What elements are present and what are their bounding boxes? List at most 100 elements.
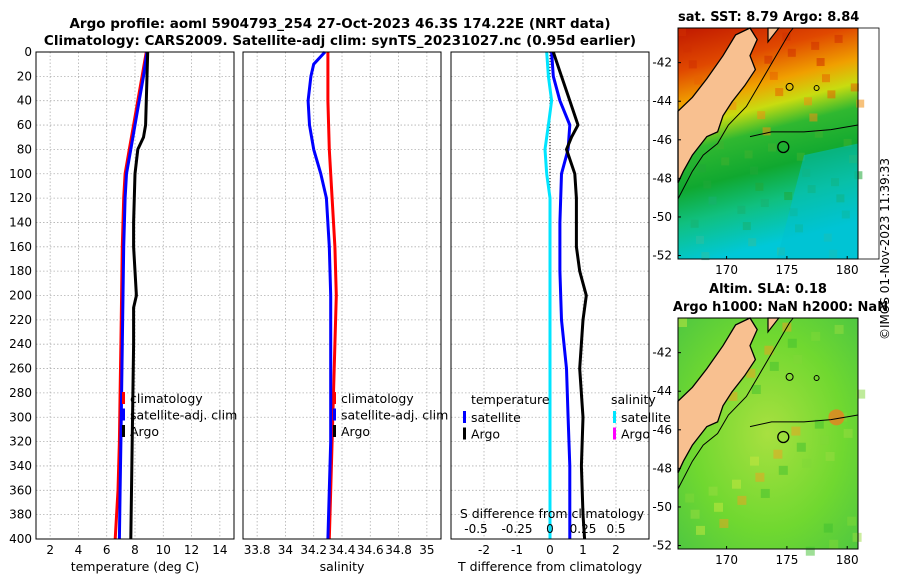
map-pixel: [782, 32, 791, 41]
map-pixel: [742, 222, 751, 231]
x-tick-label: 12: [184, 543, 199, 557]
x-tick-label: 0: [546, 543, 554, 557]
panel-frame: [450, 51, 650, 540]
map-y-tick-label: -44: [652, 384, 672, 398]
map-pixel: [825, 451, 835, 461]
map-pixel: [701, 252, 710, 261]
y-tick-label: 60: [17, 118, 32, 132]
map-pixel: [791, 426, 801, 436]
map-pixel: [697, 164, 706, 173]
y-tick-label: 340: [9, 459, 32, 473]
y-tick-label: 120: [9, 191, 32, 205]
map-pixel: [822, 74, 830, 83]
x-tick-label: 34.6: [357, 543, 384, 557]
map-pixel: [696, 235, 704, 244]
map-frame: [677, 317, 859, 550]
legend-swatch: [613, 427, 616, 440]
panel-frame: [35, 51, 235, 540]
legend-swatch: [122, 392, 125, 404]
x-tick-label: -2: [478, 543, 490, 557]
legend-swatch: [122, 408, 125, 421]
map-pixel: [850, 83, 859, 92]
map-pixel: [805, 546, 815, 556]
map-pixel: [804, 97, 812, 106]
map-y-tick-label: -48: [652, 171, 672, 185]
map-pixel: [730, 30, 739, 39]
series-line-argo: [129, 51, 150, 540]
secondary-axis-label: S difference from climatology: [460, 506, 645, 521]
map-pixel: [802, 458, 812, 468]
map-y-tick-label: -44: [652, 94, 672, 108]
map-pixel: [703, 180, 712, 189]
map-y-tick-label: -46: [652, 133, 672, 147]
y-tick-label: 140: [9, 215, 32, 229]
map-pixel: [814, 419, 824, 429]
map-pixel: [778, 465, 788, 475]
map-pixel: [751, 384, 761, 394]
legend-title-temperature: temperature: [471, 392, 550, 407]
map-pixel: [816, 58, 825, 67]
legend-swatch: [333, 408, 336, 421]
islet: [813, 375, 820, 382]
legend-label: Argo: [341, 424, 370, 439]
y-tick-label: 380: [9, 508, 32, 522]
x-tick-label: 6: [103, 543, 111, 557]
map-x-tick-label: 175: [775, 553, 798, 567]
map-pixel: [760, 198, 769, 207]
map-pixel: [737, 495, 747, 505]
map-pixel: [773, 449, 783, 459]
sst-colorbar-frame: [857, 27, 880, 260]
sla-map-title-line2: Argo h1000: NaN h2000: NaN: [672, 300, 889, 315]
x-tick-label: 14: [212, 543, 227, 557]
map-pixel: [809, 113, 818, 122]
map-pixel: [814, 129, 823, 138]
legend-swatch: [122, 425, 125, 437]
map-pixel: [737, 205, 746, 214]
map-pixel: [856, 389, 866, 399]
legend-label: satellite: [621, 410, 671, 425]
x-tick-label: 2: [612, 543, 620, 557]
map-pixel: [762, 127, 771, 136]
map-pixel: [678, 28, 686, 36]
legend-label: Argo: [130, 424, 159, 439]
y-tick-label: 240: [9, 337, 32, 351]
map-field: [678, 318, 858, 549]
profile-panel-1: 2 4 6 8 10 12 14 temperature (deg C) 0 20 40 60 80 10…: [9, 45, 237, 574]
series-line-satellite-adj-clim: [117, 51, 149, 540]
y-tick-label: 260: [9, 362, 32, 376]
map-pixel: [719, 518, 729, 528]
islet: [785, 372, 794, 381]
chatham-rise-contour: [749, 124, 859, 138]
map-pixel: [775, 88, 784, 97]
map-pixel: [827, 90, 836, 99]
map-pixel: [748, 238, 757, 247]
map-pixel: [796, 152, 805, 161]
map-pixel: [823, 523, 833, 533]
map-pixel: [764, 55, 773, 64]
x-tick-label: 34.4: [329, 543, 356, 557]
map-pixel: [690, 509, 700, 519]
x-tick-label: 4: [75, 543, 83, 557]
map-pixel: [757, 111, 766, 120]
x-tick-label: 10: [156, 543, 171, 557]
imos-timestamp: ©IMOS 01-Nov-2023 11:39:33: [878, 157, 892, 340]
y-tick-label: 40: [17, 94, 32, 108]
series-line-satellite-adj-clim: [306, 50, 333, 540]
panel-frame: [242, 51, 442, 540]
map-y-tick-label: -42: [652, 56, 672, 70]
map-pixel: [768, 143, 776, 152]
legend-label: satellite-adj. clim: [130, 408, 237, 423]
map-pixel: [784, 192, 793, 201]
map-y-tick-label: -52: [652, 249, 672, 263]
map-pixel: [696, 525, 705, 535]
map-pixel: [829, 539, 839, 549]
legend-swatch: [333, 392, 336, 404]
map-pixel: [732, 479, 741, 489]
secondary-x-tick-label: 0.25: [570, 522, 597, 536]
y-tick-label: 80: [17, 142, 32, 156]
bathymetry-contour: [677, 317, 794, 490]
y-tick-label: 280: [9, 386, 32, 400]
chart-title-line1: Argo profile: aoml 5904793_254 27-Oct-20…: [69, 16, 611, 32]
legend-label: satellite: [471, 410, 521, 425]
